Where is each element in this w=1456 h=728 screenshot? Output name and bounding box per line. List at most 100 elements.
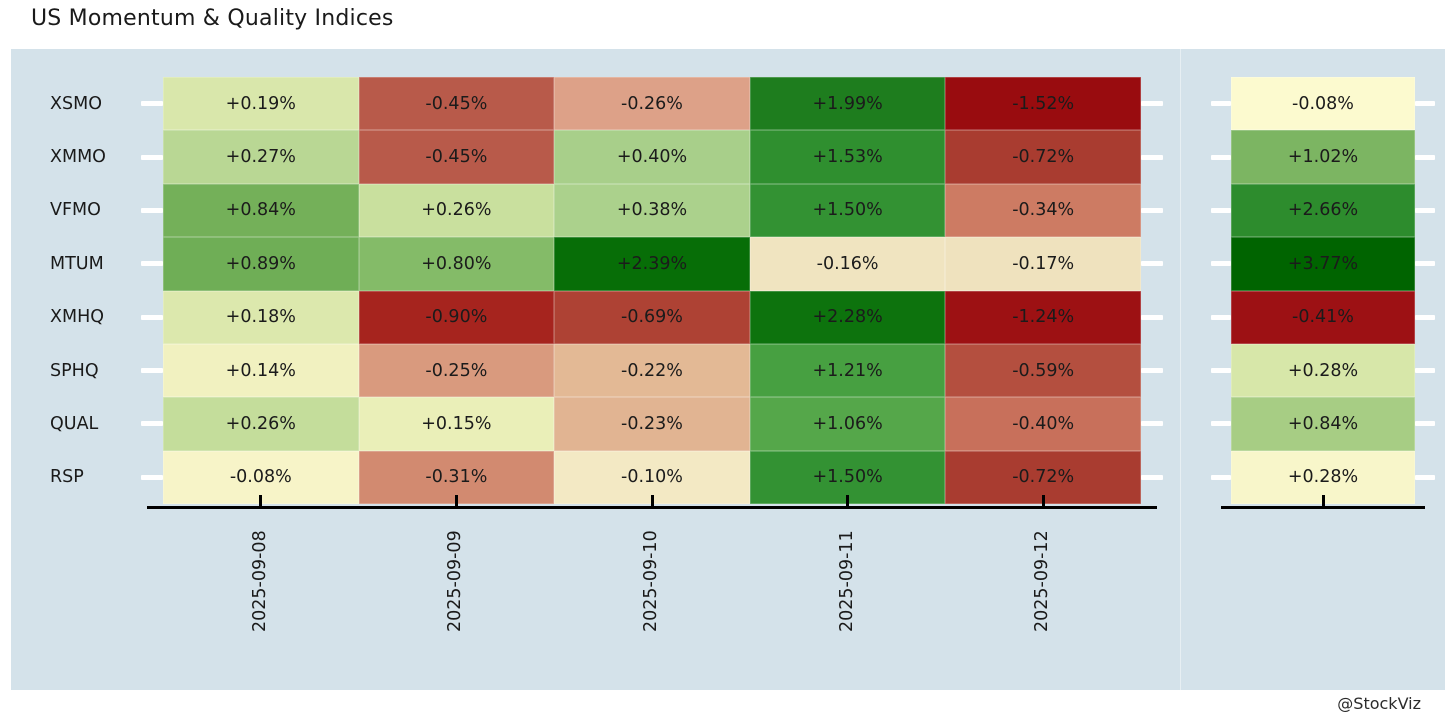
x-axis-line-totals xyxy=(1221,506,1425,509)
x-axis-label-2025-09-08: 2025-09-08 xyxy=(249,530,270,632)
chart-title: US Momentum & Quality Indices xyxy=(31,6,394,31)
y-tick xyxy=(1141,314,1163,320)
heatmap-cell: -0.59% xyxy=(945,343,1141,398)
row-label-xmhq: XMHQ xyxy=(50,307,105,328)
heatmap-cell: +0.38% xyxy=(554,183,750,238)
y-tick xyxy=(141,207,163,213)
heatmap-cell: -0.23% xyxy=(554,397,750,451)
heatmap-cell: -0.40% xyxy=(945,397,1141,451)
heatmap-cell: -0.16% xyxy=(749,237,946,291)
y-tick xyxy=(1415,314,1435,320)
heatmap-cell: -0.45% xyxy=(358,130,555,184)
y-tick xyxy=(1415,154,1435,160)
heatmap-totals: -0.08% +1.02% +2.66% +3.77% -0.41% +0.28% +0.8… xyxy=(1231,77,1415,504)
totals-cell: +1.02% xyxy=(1231,130,1415,184)
heatmap-cell: +0.15% xyxy=(358,397,555,451)
x-tick xyxy=(650,495,654,506)
heatmap-cell: -1.24% xyxy=(945,290,1141,344)
y-tick xyxy=(1211,101,1231,107)
y-axis-labels: XSMO XMMO VFMO MTUM XMHQ SPHQ QUAL RSP xyxy=(50,77,160,504)
heatmap-cell: -0.34% xyxy=(945,183,1141,238)
heatmap-cell: +0.89% xyxy=(163,237,359,291)
plot-area: XSMO XMMO VFMO MTUM XMHQ SPHQ QUAL RSP +0.19% -0… xyxy=(11,49,1445,690)
heatmap-cell: +0.26% xyxy=(163,397,359,451)
heatmap-cell: +0.84% xyxy=(163,183,359,238)
y-tick xyxy=(1141,154,1163,160)
heatmap-cell: +1.50% xyxy=(749,183,946,238)
totals-cell: -0.41% xyxy=(1231,290,1415,344)
heatmap-cell: +1.99% xyxy=(749,77,946,131)
y-tick xyxy=(141,261,163,267)
x-axis-label-2025-09-09: 2025-09-09 xyxy=(445,530,466,632)
y-tick xyxy=(1415,474,1435,480)
x-tick xyxy=(454,495,458,506)
x-tick-totals xyxy=(1321,495,1325,506)
x-axis-label-2025-09-12: 2025-09-12 xyxy=(1032,530,1053,632)
row-label-mtum: MTUM xyxy=(50,253,104,274)
row-label-qual: QUAL xyxy=(50,413,99,434)
heatmap-cell: -1.52% xyxy=(945,77,1141,131)
y-tick xyxy=(1141,261,1163,267)
totals-cell: +0.28% xyxy=(1231,450,1415,504)
y-tick xyxy=(1415,421,1435,427)
heatmap-cell: +0.14% xyxy=(163,343,359,398)
totals-cell: -0.08% xyxy=(1231,77,1415,131)
x-tick xyxy=(846,495,850,506)
y-tick xyxy=(1211,314,1231,320)
heatmap-cell: +0.26% xyxy=(358,183,555,238)
y-tick xyxy=(1141,207,1163,213)
y-tick xyxy=(1141,101,1163,107)
totals-cell: +3.77% xyxy=(1231,237,1415,291)
y-tick xyxy=(1211,368,1231,374)
heatmap-cell: -0.72% xyxy=(945,130,1141,184)
heatmap-cell: -0.45% xyxy=(358,77,555,131)
y-tick xyxy=(141,474,163,480)
y-tick xyxy=(1415,368,1435,374)
heatmap-cell: -0.90% xyxy=(358,290,555,344)
x-tick xyxy=(1041,495,1045,506)
y-tick xyxy=(1141,421,1163,427)
y-tick xyxy=(141,101,163,107)
heatmap-cell: -0.08% xyxy=(163,450,359,504)
y-tick xyxy=(1141,368,1163,374)
y-tick xyxy=(1211,261,1231,267)
heatmap-cell: -0.69% xyxy=(554,290,750,344)
watermark-credit: @StockViz xyxy=(1337,694,1421,713)
totals-cell: +0.28% xyxy=(1231,343,1415,398)
heatmap-cell: +0.80% xyxy=(358,237,555,291)
y-tick xyxy=(1415,261,1435,267)
heatmap-cell: -0.25% xyxy=(358,343,555,398)
row-label-sphq: SPHQ xyxy=(50,360,99,381)
heatmap-cell: +2.39% xyxy=(554,237,750,291)
y-tick xyxy=(1141,474,1163,480)
heatmap-cell: +2.28% xyxy=(749,290,946,344)
heatmap-cell: +1.21% xyxy=(749,343,946,398)
y-tick xyxy=(1415,101,1435,107)
heatmap-cell: -0.26% xyxy=(554,77,750,131)
heatmap-cell: +1.06% xyxy=(749,397,946,451)
heatmap-cell: +0.27% xyxy=(163,130,359,184)
subplot-divider xyxy=(1180,49,1181,690)
totals-cell: +2.66% xyxy=(1231,183,1415,238)
heatmap-cell: +0.19% xyxy=(163,77,359,131)
y-tick xyxy=(141,154,163,160)
y-tick xyxy=(1211,421,1231,427)
heatmap-cell: +1.53% xyxy=(749,130,946,184)
row-label-rsp: RSP xyxy=(50,467,84,488)
y-tick xyxy=(141,314,163,320)
x-axis-line-main xyxy=(147,506,1157,509)
heatmap-cell: +0.40% xyxy=(554,130,750,184)
y-tick xyxy=(1415,207,1435,213)
y-tick xyxy=(1211,207,1231,213)
y-tick xyxy=(141,368,163,374)
y-tick xyxy=(1211,154,1231,160)
heatmap-cell: -0.17% xyxy=(945,237,1141,291)
x-axis-label-2025-09-10: 2025-09-10 xyxy=(641,530,661,632)
totals-cell: +0.84% xyxy=(1231,397,1415,451)
y-tick xyxy=(1211,474,1231,480)
row-label-xmmo: XMMO xyxy=(50,147,106,168)
heatmap-cell: -0.22% xyxy=(554,343,750,398)
x-axis-label-2025-09-11: 2025-09-11 xyxy=(836,530,857,632)
heatmap-main: +0.19% -0.45% -0.26% +1.99% -1.52% +0.27% -0.4… xyxy=(163,77,1141,504)
